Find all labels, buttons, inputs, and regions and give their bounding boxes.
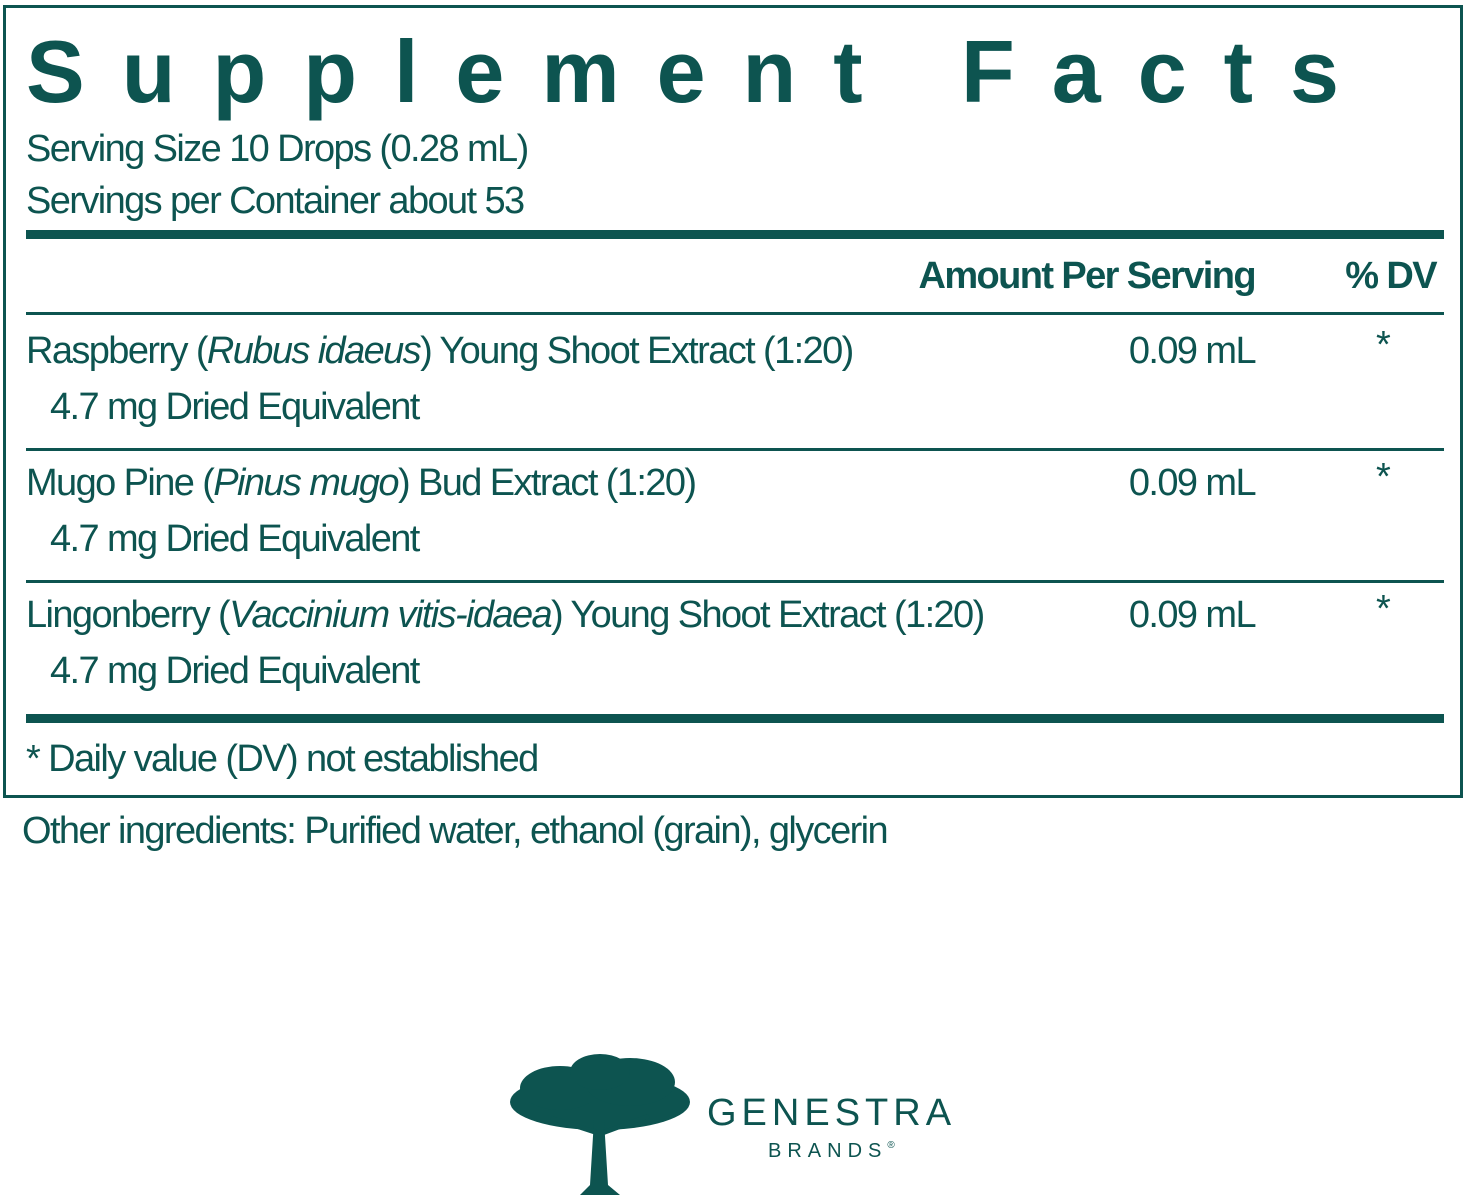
ingredient-sub: 4.7 mg Dried Equivalent (50, 518, 420, 560)
brand-sub-text: BRANDS (768, 1140, 888, 1162)
thick-rule (26, 230, 1444, 239)
serving-size: Serving Size 10 Drops (0.28 mL) (26, 128, 529, 170)
latin-name: Vaccinium vitis-idaea (229, 594, 553, 636)
ingredient-sub: 4.7 mg Dried Equivalent (50, 650, 420, 692)
other-ingredients: Other ingredients: Purified water, ethan… (22, 810, 889, 852)
amount-header: Amount Per Serving (918, 255, 1257, 297)
dv: * (1376, 324, 1391, 366)
amount: 0.09 mL (1128, 330, 1257, 372)
name-text: Raspberry ( (26, 330, 209, 372)
thin-rule (26, 312, 1444, 315)
ingredient-name: Lingonberry (Vaccinium vitis-idaea) Youn… (26, 592, 985, 638)
name-text: ) Young Shoot Extract (1:20) (551, 594, 985, 636)
latin-name: Pinus mugo (213, 462, 399, 504)
title: Supplement Facts (26, 22, 1376, 121)
ingredient-name: Mugo Pine (Pinus mugo) Bud Extract (1:20… (26, 460, 697, 506)
footnote: * Daily value (DV) not established (26, 738, 539, 780)
name-text: ) Bud Extract (1:20) (397, 462, 697, 504)
latin-name: Rubus idaeus (206, 330, 422, 372)
registered-mark: ® (887, 1140, 895, 1151)
thin-rule (26, 448, 1444, 451)
brand: GENESTRA (707, 1092, 957, 1134)
name-text: ) Young Shoot Extract (1:20) (420, 330, 854, 372)
amount: 0.09 mL (1128, 594, 1257, 636)
dv: * (1376, 456, 1391, 498)
dv-header: % DV (1345, 255, 1437, 297)
servings-per-container: Servings per Container about 53 (26, 180, 525, 222)
dv: * (1376, 588, 1391, 630)
tree-logo (510, 1054, 690, 1195)
name-text: Mugo Pine ( (26, 462, 215, 504)
facts-panel: Supplement Facts Serving Size 10 Drops (… (3, 5, 1463, 798)
ingredient-sub: 4.7 mg Dried Equivalent (50, 386, 420, 428)
amount: 0.09 mL (1128, 462, 1257, 504)
brand-sub: BRANDS® (768, 1140, 895, 1163)
ingredient-name: Raspberry (Rubus idaeus) Young Shoot Ext… (26, 328, 854, 374)
thick-rule (26, 714, 1444, 723)
name-text: Lingonberry ( (26, 594, 231, 636)
thin-rule (26, 580, 1444, 583)
